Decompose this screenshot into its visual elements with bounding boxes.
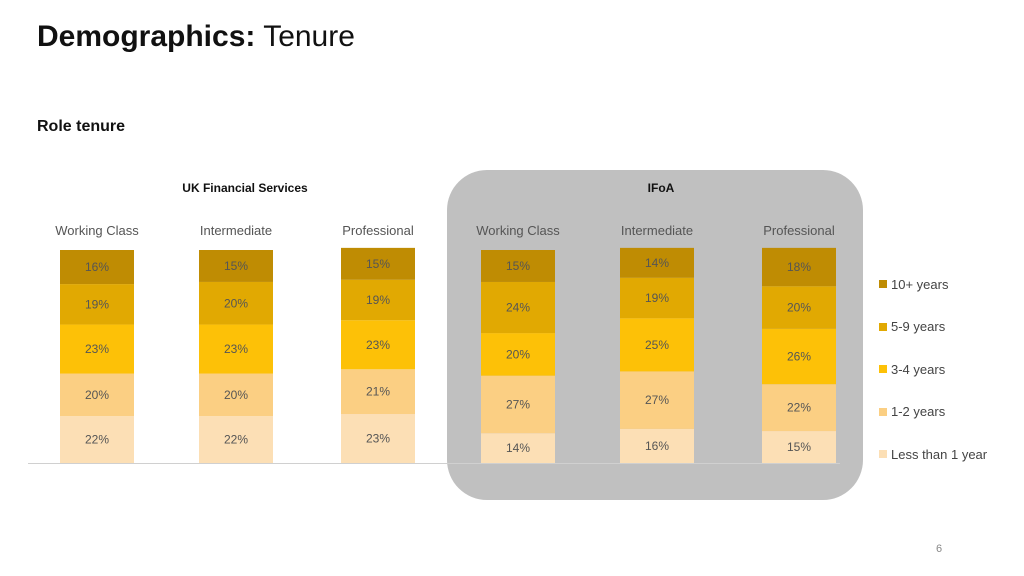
bar-segment [341,414,415,463]
category-label: Working Class [476,223,560,238]
bar-segment [199,281,273,325]
legend-item: Less than 1 year [879,433,987,476]
page-title: Demographics: Tenure [37,18,355,56]
group-label-ifoa: IFoA [647,181,675,195]
data-label: 19% [645,291,669,305]
section-subtitle: Role tenure [37,118,126,135]
data-label: 19% [85,297,109,311]
bar-segment [60,284,134,325]
bar-segment [341,279,415,321]
bar-segment [341,320,415,370]
bar-segment [620,428,694,463]
data-label: 20% [506,347,530,361]
data-label: 27% [645,393,669,407]
bar-segment [199,416,273,463]
title-bold: Demographics: [37,20,256,53]
bar-segment [60,250,134,285]
bar-segment [762,384,836,432]
data-label: 19% [366,293,390,307]
category-label: Intermediate [199,223,273,238]
bar-segment [762,328,836,385]
bar-segment [620,247,694,278]
chart-legend: 10+ years 5-9 years 3-4 years 1-2 years Less… [879,263,987,476]
bar-segment [60,416,134,463]
bar-segment [481,250,555,282]
legend-swatch [879,280,887,289]
legend-item: 1-2 years [879,391,987,434]
data-label: 23% [366,432,390,446]
data-label: 14% [506,441,530,455]
data-label: 23% [366,338,390,352]
legend-item: 3-4 years [879,348,987,391]
data-label: 16% [645,439,669,453]
category-label: Intermediate [620,223,694,238]
bar-segment [481,433,555,463]
data-label: 26% [787,350,811,364]
legend-swatch [879,322,887,331]
bar-segment [762,286,836,329]
legend-item: 5-9 years [879,306,987,349]
bar-segment [481,375,555,434]
data-label: 16% [85,260,109,274]
data-label: 27% [506,397,530,411]
bar-segment [60,373,134,417]
bar-segment [199,373,273,417]
legend-label: 5-9 years [891,319,946,335]
legend-label: Less than 1 year [891,446,988,462]
data-label: 22% [85,433,109,447]
category-label: Professional [342,223,414,238]
legend-swatch [879,450,887,459]
data-label: 22% [787,401,811,415]
group-label-uk-financial-services: UK Financial Services [182,181,308,195]
data-label: 15% [787,440,811,454]
data-label: 18% [787,260,811,274]
data-label: 20% [224,388,248,402]
data-label: 24% [506,301,530,315]
bar-segment [60,324,134,374]
bar-segment [620,318,694,372]
legend-swatch [879,365,887,374]
legend-item: 10+ years [879,263,987,306]
legend-swatch [879,407,887,416]
data-label: 15% [506,259,530,273]
data-label: 23% [85,342,109,356]
data-label: 21% [366,385,390,399]
x-axis-line [28,463,840,464]
category-label: Professional [763,223,835,238]
bar-segment [341,369,415,415]
data-label: 20% [787,301,811,315]
data-label: 20% [224,296,248,310]
title-rest: Tenure [263,20,355,53]
data-label: 25% [645,338,669,352]
bar-segment [341,247,415,280]
legend-label: 1-2 years [891,404,946,420]
data-label: 20% [85,388,109,402]
data-label: 15% [224,259,248,273]
category-label: Working Class [55,223,139,238]
bar-segment [481,333,555,376]
bar-segment [762,431,836,463]
page-number: 6 [936,543,943,555]
bar-segment [481,281,555,334]
bar-segment [762,247,836,287]
legend-label: 10+ years [891,276,949,292]
legend-label: 3-4 years [891,361,946,377]
bar-segment [620,371,694,429]
data-label: 22% [224,433,248,447]
bar-segment [199,324,273,374]
data-label: 23% [224,342,248,356]
data-label: 15% [366,257,390,271]
bar-segment [620,277,694,319]
data-label: 14% [645,256,669,270]
bar-segment [199,250,273,282]
